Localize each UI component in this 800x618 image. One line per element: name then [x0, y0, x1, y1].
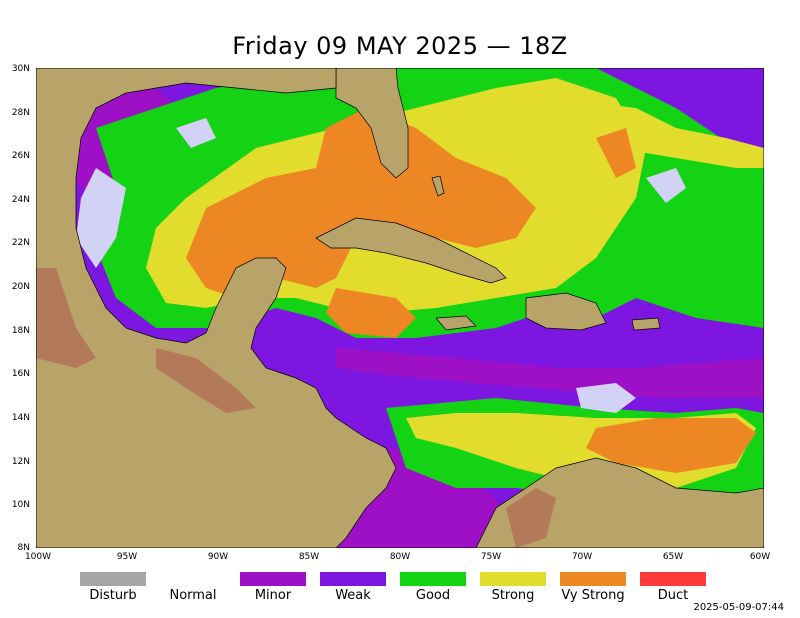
legend-label: Weak — [335, 588, 371, 603]
lat-label: 24N — [11, 195, 30, 205]
legend-label: Normal — [169, 588, 217, 603]
lon-label: 95W — [116, 552, 138, 562]
legend-label: Disturb — [89, 588, 137, 603]
lon-label: 65W — [662, 552, 684, 562]
legend-item-strong: Strong — [480, 572, 546, 603]
legend-swatch — [480, 572, 546, 586]
legend-swatch — [400, 572, 466, 586]
timestamp: 2025-05-09-07:44 — [693, 602, 784, 613]
legend-swatch — [320, 572, 386, 586]
propagation-map — [36, 68, 764, 548]
lon-label: 80W — [389, 552, 411, 562]
lon-label: 60W — [749, 552, 771, 562]
lat-label: 10N — [11, 500, 30, 510]
legend-swatch — [560, 572, 626, 586]
legend-swatch — [160, 572, 226, 586]
legend-label: Vy Strong — [561, 588, 625, 603]
legend-label: Good — [415, 588, 451, 603]
legend-item-duct: Duct — [640, 572, 706, 603]
lat-label: 30N — [11, 64, 30, 74]
lat-label: 26N — [11, 151, 30, 161]
legend-item-minor: Minor — [240, 572, 306, 603]
legend-label: Strong — [491, 588, 535, 603]
lon-label: 90W — [207, 552, 229, 562]
lon-label: 85W — [298, 552, 320, 562]
map-title: Friday 09 MAY 2025 — 18Z — [232, 32, 568, 60]
map-canvas — [36, 68, 764, 548]
lon-label: 75W — [480, 552, 502, 562]
lat-label: 14N — [11, 413, 30, 423]
lon-label: 100W — [24, 552, 52, 562]
legend-swatch — [80, 572, 146, 586]
legend-item-weak: Weak — [320, 572, 386, 603]
lat-label: 20N — [11, 282, 30, 292]
legend-item-normal: Normal — [160, 572, 226, 603]
legend-label: Duct — [657, 588, 689, 603]
lat-label: 28N — [11, 108, 30, 118]
lon-label: 70W — [571, 552, 593, 562]
lat-label: 12N — [11, 457, 30, 467]
lat-label: 8N — [17, 543, 30, 553]
lat-label: 18N — [11, 326, 30, 336]
legend-item-good: Good — [400, 572, 466, 603]
legend-swatch — [240, 572, 306, 586]
legend-label: Minor — [254, 588, 292, 603]
legend-item-disturb: Disturb — [80, 572, 146, 603]
mountain-regions — [36, 268, 556, 548]
legend-item-vy-strong: Vy Strong — [560, 572, 626, 603]
lat-label: 22N — [11, 238, 30, 248]
lat-label: 16N — [11, 369, 30, 379]
legend-swatch — [640, 572, 706, 586]
